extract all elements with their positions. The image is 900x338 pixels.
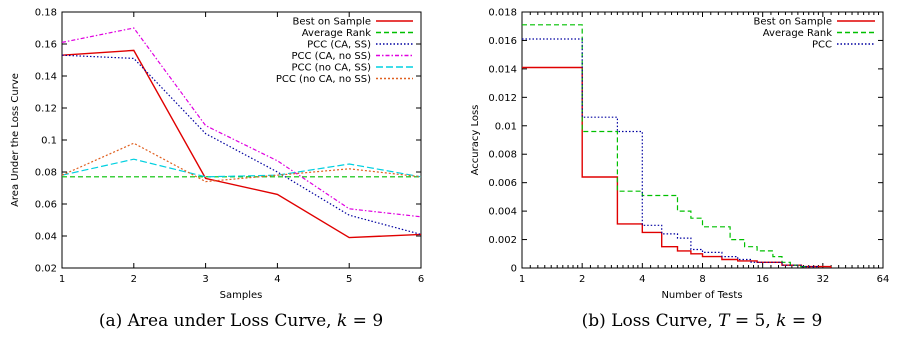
y-tick-label: 0.14 bbox=[35, 72, 57, 83]
y-tick-label: 0.002 bbox=[488, 235, 517, 246]
chart-loss-curve: 0 0.002 0.004 0.006 0.008 0.01 0.012 0.014 0.016… bbox=[470, 8, 889, 302]
x-axis-label: Samples bbox=[220, 290, 263, 301]
y-tick-label: 0.04 bbox=[35, 232, 57, 243]
y-tick-label: 0.08 bbox=[35, 168, 57, 179]
y-tick-label: 0.008 bbox=[488, 150, 517, 161]
x-tick-label: 64 bbox=[877, 274, 890, 285]
y-tick-label: 0.006 bbox=[488, 178, 517, 189]
y-tick-label: 0.1 bbox=[41, 136, 57, 147]
y-tick-label: 0.012 bbox=[488, 93, 517, 104]
legend-label: PCC (CA, SS) bbox=[307, 40, 371, 51]
x-tick-label: 2 bbox=[579, 274, 585, 285]
legend-label: Average Rank bbox=[763, 28, 832, 39]
x-tick-label: 2 bbox=[131, 274, 137, 285]
y-tick-label: 0 bbox=[511, 264, 517, 275]
legend-label: PCC (no CA, SS) bbox=[292, 63, 372, 74]
x-tick-label: 4 bbox=[274, 274, 280, 285]
x-tick-label: 3 bbox=[202, 274, 208, 285]
series-line-pcc-ca-ss bbox=[61, 54, 422, 235]
legend-label: Average Rank bbox=[302, 28, 371, 39]
x-tick-label: 1 bbox=[519, 274, 525, 285]
x-tick-label: 1 bbox=[59, 274, 65, 285]
y-tick-label: 0.018 bbox=[488, 8, 517, 19]
legend-label: Best on Sample bbox=[293, 17, 371, 28]
y-tick-label: 0.02 bbox=[35, 264, 57, 275]
chart-area-under-loss-curve: 0.02 0.04 0.06 0.08 0.1 0.12 0.14 0.16 0.18 1 2 3 4 5… bbox=[10, 8, 424, 302]
series-line-pcc bbox=[522, 38, 818, 268]
caption-a: (a) Area under Loss Curve, k = 9 bbox=[99, 311, 383, 331]
x-tick-label: 4 bbox=[639, 274, 645, 285]
y-axis-label: Accuracy Loss bbox=[470, 105, 481, 176]
x-axis-label: Number of Tests bbox=[661, 290, 742, 301]
legend-label: Best on Sample bbox=[754, 17, 832, 28]
legend-label: PCC bbox=[812, 40, 832, 51]
series-line-average-rank bbox=[522, 24, 806, 268]
series-line-best-on-sample bbox=[522, 66, 832, 268]
series-line-pcc-no-ca-ss bbox=[61, 158, 422, 178]
y-tick-label: 0.014 bbox=[488, 64, 517, 75]
y-tick-label: 0.004 bbox=[488, 207, 517, 218]
legend-label: PCC (CA, no SS) bbox=[292, 51, 372, 62]
y-axis-label: Area Under the Loss Curve bbox=[10, 73, 21, 207]
x-tick-label: 16 bbox=[756, 274, 769, 285]
legend-label: PCC (no CA, no SS) bbox=[276, 74, 371, 85]
series-line-best-on-sample bbox=[61, 49, 422, 239]
series-line-pcc-no-ca-no-ss bbox=[61, 142, 422, 183]
x-tick-label: 5 bbox=[346, 274, 352, 285]
x-tick-label: 6 bbox=[418, 274, 424, 285]
y-tick-label: 0.18 bbox=[35, 8, 57, 19]
series-line-pcc-ca-no-ss bbox=[61, 27, 422, 218]
x-tick-label: 8 bbox=[699, 274, 705, 285]
y-tick-label: 0.016 bbox=[488, 36, 517, 47]
caption-b: (b) Loss Curve, T = 5, k = 9 bbox=[582, 311, 823, 331]
y-tick-label: 0.01 bbox=[495, 121, 517, 132]
y-tick-label: 0.16 bbox=[35, 40, 57, 51]
x-tick-label: 32 bbox=[816, 274, 829, 285]
y-tick-label: 0.06 bbox=[35, 200, 57, 211]
y-tick-label: 0.12 bbox=[35, 104, 57, 115]
